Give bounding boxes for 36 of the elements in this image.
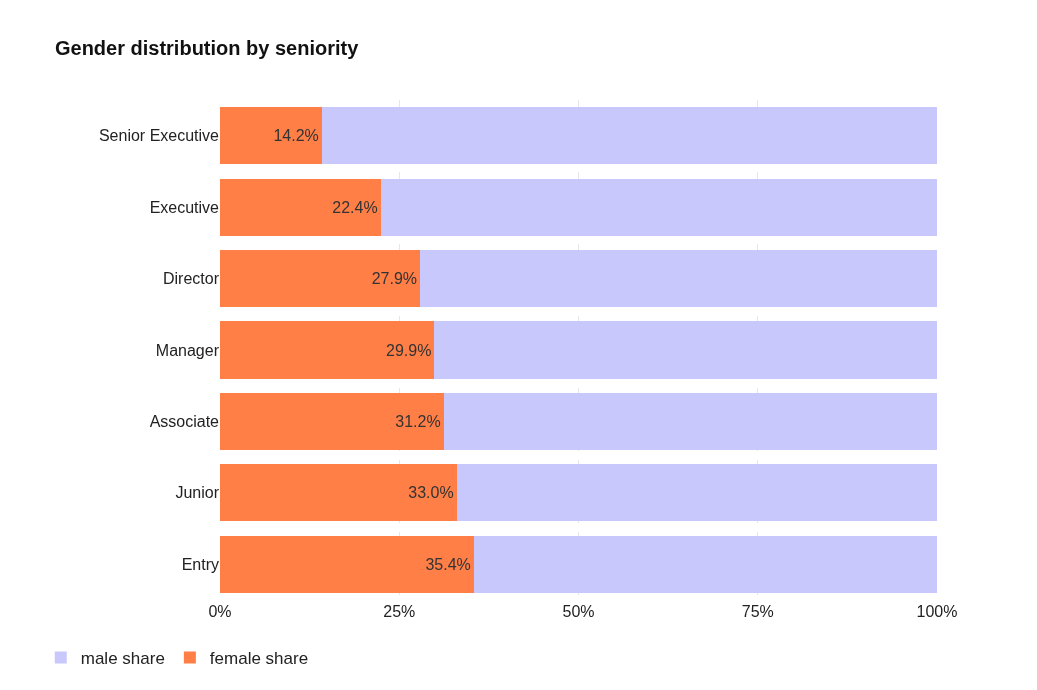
bar [220,250,421,308]
bar [220,535,474,593]
data-label: 31.2% [395,412,441,430]
bar [473,535,937,593]
y-tick-label: Director [162,270,220,288]
bar [456,464,937,522]
data-label: 35.4% [425,555,471,573]
data-label: 29.9% [386,341,432,359]
data-label: 33.0% [408,484,454,502]
bar [420,250,937,308]
bar [220,178,381,236]
y-tick-label: Junior [175,484,220,502]
data-label: 22.4% [332,198,378,216]
bar [321,107,937,165]
data-label: 27.9% [371,270,418,288]
x-tick-label: 50% [562,603,595,620]
x-tick-label: 0% [208,603,232,620]
y-tick-label: Executive [149,198,220,216]
x-tick-label: 25% [383,603,416,620]
y-tick-label: Senior Executive [98,127,220,145]
bar [220,321,435,379]
legend-label: female share [209,649,309,669]
bar [380,178,937,236]
legend-label: male share [80,649,165,669]
bar [220,392,444,450]
x-tick-label: 100% [916,603,958,620]
y-tick-label: Associate [149,413,220,431]
bar [220,464,457,522]
bar [220,107,322,165]
y-tick-label: Manager [155,341,220,359]
y-tick-label: Entry [181,555,219,573]
data-label: 14.2% [273,127,319,145]
chart-title: Gender distribution by seniority [54,37,360,60]
bar [434,321,937,379]
x-tick-label: 75% [741,603,774,620]
bar [443,392,937,450]
